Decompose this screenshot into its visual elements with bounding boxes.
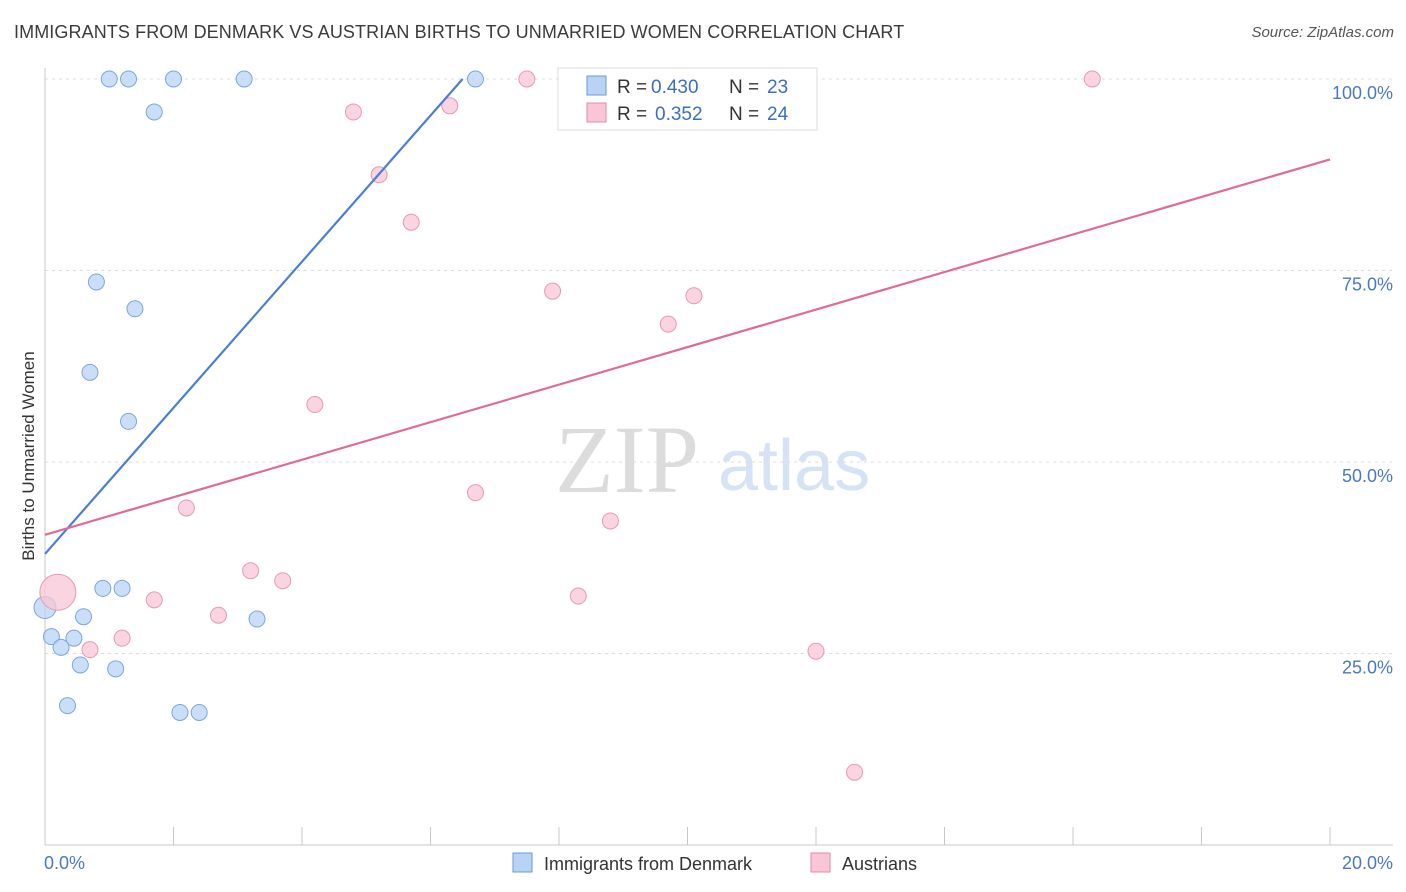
point-austrians xyxy=(846,763,864,781)
point-austrians xyxy=(177,499,195,517)
point-denmark xyxy=(107,660,125,678)
x-tick-label-max: 20.0% xyxy=(1342,853,1393,873)
point-austrians xyxy=(306,396,324,414)
stats-n-label-pink: N = xyxy=(729,104,759,125)
axes xyxy=(44,68,1393,846)
point-denmark xyxy=(75,608,93,626)
point-denmark xyxy=(120,412,138,430)
point-austrians xyxy=(544,282,562,300)
stats-n-value-blue: 23 xyxy=(767,77,788,98)
point-denmark xyxy=(113,579,131,597)
watermark: ZIP atlas xyxy=(555,406,870,513)
point-denmark xyxy=(466,70,484,88)
data-points xyxy=(33,70,1101,781)
chart-title: IMMIGRANTS FROM DENMARK VS AUSTRIAN BIRT… xyxy=(14,22,905,42)
point-austrians xyxy=(344,103,362,121)
y-tick-label: 75.0% xyxy=(1342,275,1393,295)
point-austrians xyxy=(209,606,227,624)
stats-n-label-blue: N = xyxy=(729,77,759,98)
stats-r-label-blue: R = xyxy=(617,77,647,98)
stats-swatch-blue xyxy=(586,75,607,96)
watermark-atlas: atlas xyxy=(718,426,870,506)
stats-swatch-pink xyxy=(586,102,607,123)
stats-n-value-pink: 24 xyxy=(767,104,789,125)
point-austrians xyxy=(1083,70,1101,88)
point-denmark xyxy=(145,103,163,121)
trend-lines xyxy=(44,78,1331,555)
y-tick-label: 100.0% xyxy=(1332,83,1393,103)
point-austrians xyxy=(441,97,459,115)
point-denmark xyxy=(190,703,208,721)
point-denmark xyxy=(120,70,138,88)
point-austrians xyxy=(685,287,703,305)
point-denmark xyxy=(81,363,99,381)
point-austrians xyxy=(402,213,420,231)
stats-r-label-pink: R = xyxy=(617,104,647,125)
series-legend: Immigrants from Denmark Austrians xyxy=(512,852,917,874)
point-austrians xyxy=(569,587,587,605)
point-austrians xyxy=(601,512,619,530)
point-denmark xyxy=(126,300,144,318)
point-austrians xyxy=(242,562,260,580)
point-denmark xyxy=(100,70,118,88)
point-austrians xyxy=(466,484,484,502)
x-tick-label-min: 0.0% xyxy=(44,853,85,873)
legend-swatch-austrians xyxy=(810,852,831,873)
point-denmark xyxy=(94,579,112,597)
point-denmark xyxy=(65,629,83,647)
watermark-zip: ZIP xyxy=(555,406,699,513)
point-austrians xyxy=(113,629,131,647)
point-denmark xyxy=(87,273,105,291)
trend-line-denmark xyxy=(44,78,464,555)
point-denmark xyxy=(52,638,70,656)
point-denmark xyxy=(171,703,189,721)
point-denmark xyxy=(165,70,182,88)
point-austrians xyxy=(659,315,677,333)
stats-r-value-pink: 0.352 xyxy=(655,104,703,125)
point-austrians xyxy=(145,591,163,609)
source-label: Source: ZipAtlas.com xyxy=(1251,24,1394,41)
point-denmark xyxy=(248,610,266,628)
point-austrians xyxy=(81,641,99,659)
legend-swatch-denmark xyxy=(512,852,533,873)
stats-legend: R = 0.430 N = 23 R = 0.352 N = 24 xyxy=(557,67,818,131)
point-austrians xyxy=(274,572,292,590)
legend-label-denmark: Immigrants from Denmark xyxy=(544,854,753,874)
point-denmark xyxy=(42,628,60,646)
trend-line-austrians xyxy=(44,158,1331,536)
legend-label-austrians: Austrians xyxy=(842,854,917,874)
point-denmark xyxy=(71,656,89,674)
x-ticks xyxy=(44,827,1331,845)
y-axis-label: Births to Unmarried Women xyxy=(19,351,38,560)
point-denmark xyxy=(235,70,253,88)
stats-r-value-blue: 0.430 xyxy=(651,77,699,98)
point-austrians xyxy=(518,70,536,88)
point-austrians xyxy=(39,573,77,611)
y-tick-labels: 25.0% 50.0% 75.0% 100.0% xyxy=(1332,83,1393,678)
point-denmark xyxy=(58,697,76,715)
y-tick-label: 25.0% xyxy=(1342,658,1393,678)
y-tick-label: 50.0% xyxy=(1342,466,1393,486)
point-austrians xyxy=(807,642,825,660)
